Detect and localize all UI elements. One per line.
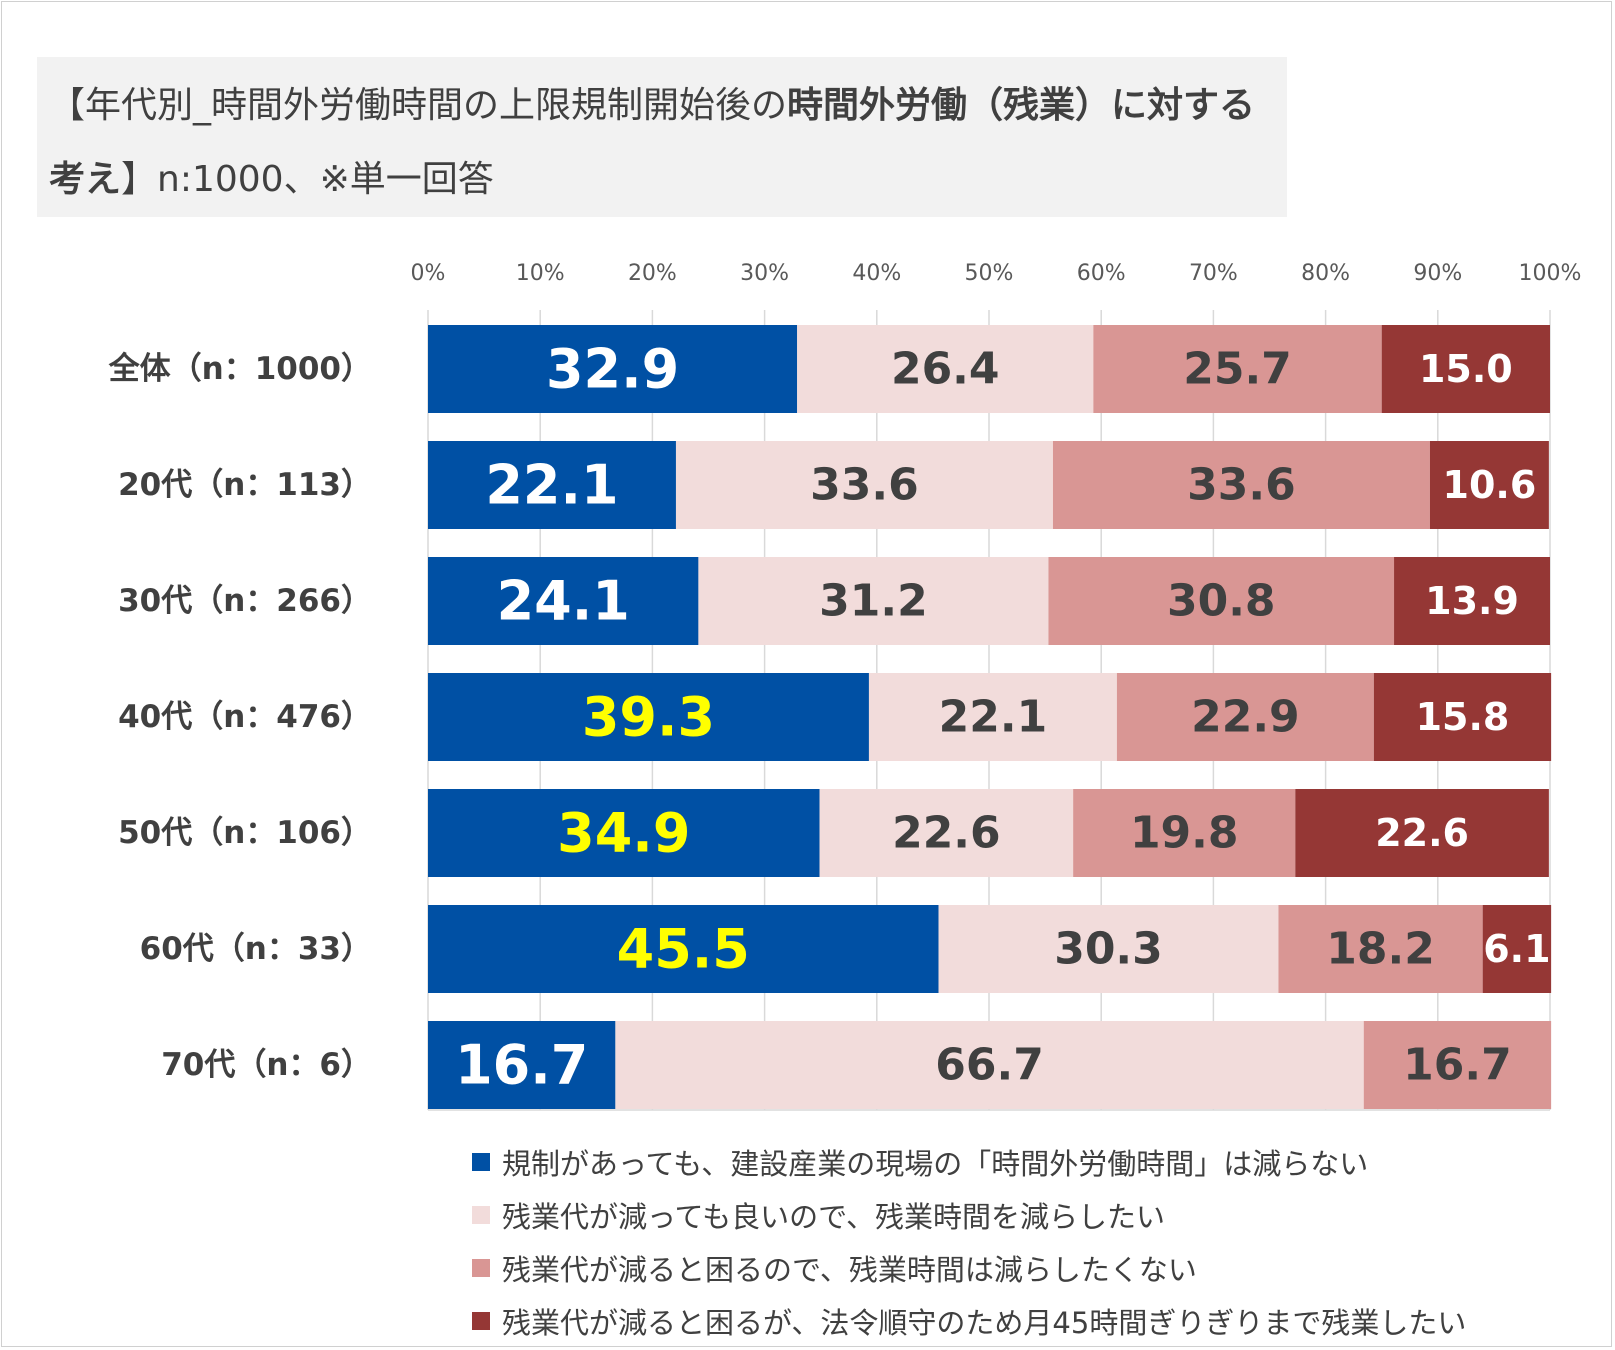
- category-label: 30代（n：266）: [118, 583, 372, 619]
- category-label: 50代（n：106）: [118, 815, 372, 851]
- data-label: 30.8: [1167, 576, 1276, 627]
- x-tick-label: 10%: [516, 261, 565, 286]
- legend-label: 残業代が減ると困るが、法令順守のため月45時間ぎりぎりまで残業したい: [502, 1306, 1467, 1340]
- bar-segment: [1373, 673, 1552, 761]
- data-label: 22.9: [1191, 692, 1300, 743]
- bar-segment: [1482, 905, 1552, 993]
- bar-segment: [1381, 325, 1550, 413]
- bar-segment: [1429, 441, 1549, 529]
- data-label: 19.8: [1130, 808, 1239, 859]
- title-prefix: 【年代別_時間外労働時間の上限規制開始後の: [49, 85, 788, 126]
- data-label: 18.2: [1326, 924, 1435, 975]
- x-tick-label: 70%: [1189, 261, 1238, 286]
- data-label: 32.9: [546, 338, 679, 401]
- bar-segment: [938, 905, 1279, 993]
- x-tick-label: 50%: [965, 261, 1014, 286]
- bar-segment: [1394, 557, 1550, 645]
- data-label: 33.6: [1187, 460, 1296, 511]
- data-label: 45.5: [617, 918, 750, 981]
- legend-swatch: [472, 1206, 490, 1224]
- x-tick-label: 100%: [1519, 261, 1582, 286]
- data-label: 25.7: [1183, 344, 1292, 395]
- legend-item: 残業代が減っても良いので、残業時間を減らしたい: [472, 1195, 1165, 1235]
- data-label: 31.2: [819, 576, 928, 627]
- data-label: 22.1: [485, 454, 618, 517]
- data-label: 39.3: [582, 686, 715, 749]
- data-label: 22.6: [1375, 811, 1469, 855]
- bar-segment: [1116, 673, 1374, 761]
- bar-segment: [797, 325, 1094, 413]
- data-label: 24.1: [497, 570, 630, 633]
- legend-swatch: [472, 1153, 490, 1171]
- bar-segment: [868, 673, 1117, 761]
- legend-swatch: [472, 1312, 490, 1330]
- bar-segment: [428, 789, 820, 877]
- data-label: 16.7: [455, 1034, 588, 1097]
- bar-segment: [428, 905, 939, 993]
- data-label: 33.6: [810, 460, 919, 511]
- data-label: 13.9: [1425, 579, 1519, 623]
- x-tick-label: 30%: [740, 261, 789, 286]
- x-tick-label: 40%: [852, 261, 901, 286]
- bar-segment: [428, 325, 798, 413]
- bar-segment: [428, 557, 699, 645]
- data-label: 15.8: [1416, 695, 1510, 739]
- title-suffix: 】n:1000、※単一回答: [121, 159, 494, 200]
- bar-segment: [1048, 557, 1395, 645]
- data-label: 22.6: [892, 808, 1001, 859]
- stacked-bar-chart: 0% 10% 20% 30% 40% 50% 60% 70% 80% 90% 100% 全体（n：10…: [108, 261, 1582, 1111]
- bar-segment: [428, 1021, 616, 1109]
- chart-title-box: 【年代別_時間外労働時間の上限規制開始後の時間外労働（残業）に対する考え】n:1…: [37, 57, 1287, 217]
- bar-segment: [1278, 905, 1483, 993]
- data-label: 15.0: [1419, 347, 1513, 391]
- bar-segment: [1295, 789, 1549, 877]
- title-bold: 時間外労働（残業）に対する考え: [49, 85, 1256, 200]
- bar-segment: [675, 441, 1053, 529]
- bar-segment: [819, 789, 1074, 877]
- bar-segment: [615, 1021, 1364, 1109]
- category-label: 20代（n：113）: [118, 467, 372, 503]
- bar-segment: [1093, 325, 1382, 413]
- data-label: 34.9: [557, 802, 690, 865]
- bar-segment: [1073, 789, 1296, 877]
- bar-segment: [698, 557, 1049, 645]
- legend-item: 規制があっても、建設産業の現場の「時間外労働時間」は減らない: [472, 1142, 1368, 1182]
- legend-label: 規制があっても、建設産業の現場の「時間外労働時間」は減らない: [502, 1147, 1369, 1181]
- data-label: 30.3: [1054, 924, 1163, 975]
- legend-item: 残業代が減ると困るが、法令順守のため月45時間ぎりぎりまで残業したい: [472, 1301, 1466, 1341]
- bar-segment: [1052, 441, 1430, 529]
- legend-label: 残業代が減っても良いので、残業時間を減らしたい: [502, 1200, 1165, 1234]
- data-label: 16.7: [1403, 1040, 1512, 1091]
- x-tick-label: 60%: [1077, 261, 1126, 286]
- chart-title: 【年代別_時間外労働時間の上限規制開始後の時間外労働（残業）に対する考え】n:1…: [49, 69, 1277, 217]
- legend-label: 残業代が減ると困るので、残業時間は減らしたくない: [502, 1253, 1197, 1287]
- x-tick-label: 90%: [1413, 261, 1462, 286]
- bar-segment: [1363, 1021, 1552, 1109]
- legend-item: 残業代が減ると困るので、残業時間は減らしたくない: [472, 1248, 1197, 1288]
- bar-segment: [428, 673, 869, 761]
- data-label: 22.1: [939, 692, 1048, 743]
- x-tick-label: 20%: [628, 261, 677, 286]
- data-label: 10.6: [1443, 463, 1537, 507]
- category-label: 70代（n：6）: [161, 1047, 372, 1083]
- bar-segment: [428, 441, 676, 529]
- x-tick-label: 80%: [1301, 261, 1350, 286]
- data-label: 6.1: [1483, 927, 1550, 971]
- legend-swatch: [472, 1259, 490, 1277]
- data-label: 66.7: [935, 1040, 1044, 1091]
- x-tick-label: 0%: [411, 261, 446, 286]
- category-label: 全体（n：1000）: [108, 351, 372, 387]
- data-label: 26.4: [891, 344, 1000, 395]
- category-label: 40代（n：476）: [118, 699, 372, 735]
- category-label: 60代（n：33）: [140, 931, 372, 967]
